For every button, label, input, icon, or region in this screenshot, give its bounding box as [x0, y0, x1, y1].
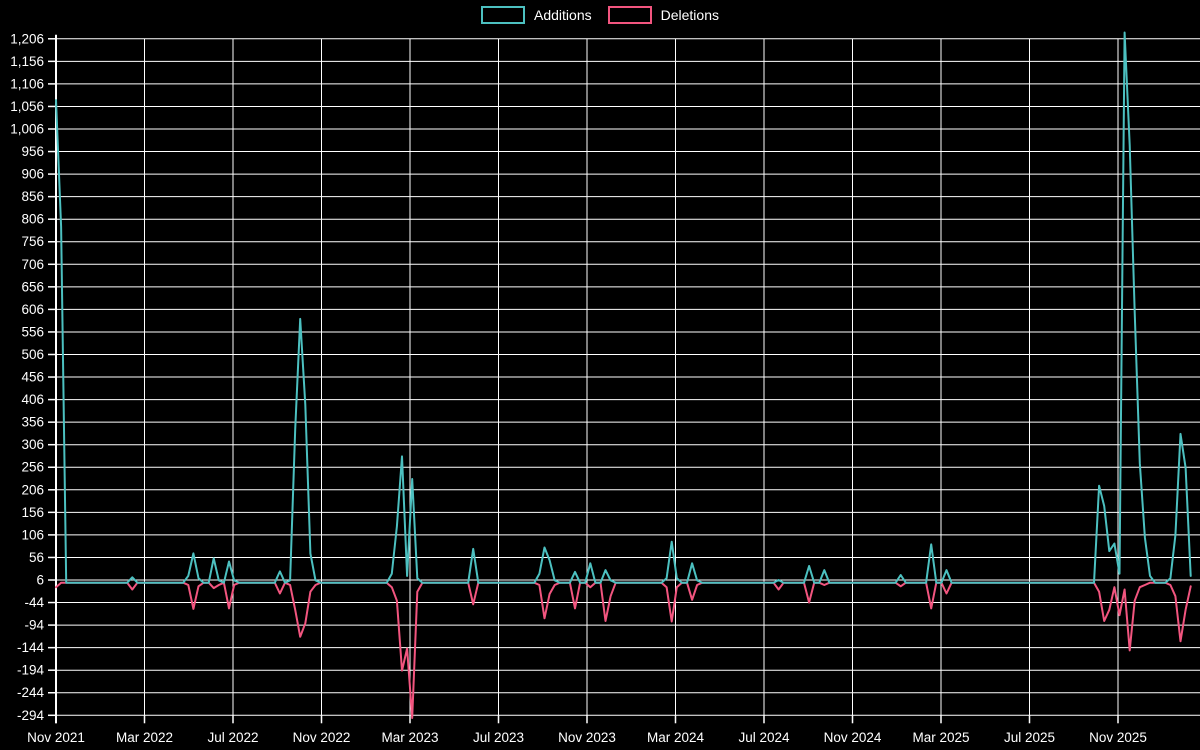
y-tick-label: 356 [21, 415, 44, 430]
x-tick-label: Mar 2024 [647, 730, 705, 745]
y-tick-label: -44 [24, 595, 44, 610]
deletions-swatch-icon [607, 6, 652, 24]
grid-and-axes: 1,206 1,156 1,106 1,056 1,006 956 906 856 806 756… [10, 31, 1200, 745]
chart-legend: Additions Deletions [0, 6, 1200, 24]
y-tick-label: 156 [21, 505, 44, 520]
x-axis-labels: Nov 2021 Mar 2022 Jul 2022 Nov 2022 Mar 2023… [27, 730, 1147, 745]
y-tick-label: -244 [17, 685, 45, 700]
y-tick-label: 56 [29, 550, 44, 565]
y-tick-label: 256 [21, 460, 44, 475]
x-tick-label: Jul 2023 [473, 730, 524, 745]
x-gridlines [55, 38, 1119, 724]
y-tick-label: 1,156 [10, 54, 44, 69]
y-tick-label: 1,006 [10, 121, 44, 136]
y-tick-label: 406 [21, 392, 44, 407]
x-tick-label: Nov 2023 [558, 730, 616, 745]
x-tick-label: Nov 2024 [824, 730, 882, 745]
legend-label-deletions: Deletions [660, 7, 719, 23]
y-tick-label: 206 [21, 482, 44, 497]
y-tick-label: 6 [36, 572, 44, 587]
y-gridlines [48, 38, 1200, 717]
y-tick-label: 506 [21, 347, 44, 362]
y-tick-label: 556 [21, 324, 44, 339]
legend-label-additions: Additions [534, 7, 592, 23]
y-tick-label: 1,106 [10, 76, 44, 91]
y-tick-label: 106 [21, 527, 44, 542]
x-tick-label: Nov 2025 [1089, 730, 1147, 745]
y-tick-label: 706 [21, 257, 44, 272]
y-tick-label: 1,206 [10, 31, 44, 46]
legend-item-deletions[interactable]: Deletions [607, 6, 719, 24]
x-tick-label: Mar 2023 [381, 730, 438, 745]
y-tick-label: 756 [21, 234, 44, 249]
x-tick-label: Jul 2022 [207, 730, 258, 745]
legend-item-additions[interactable]: Additions [481, 6, 592, 24]
y-tick-label: -294 [17, 708, 45, 723]
y-tick-label: 956 [21, 144, 44, 159]
y-tick-label: 856 [21, 189, 44, 204]
y-tick-label: 906 [21, 167, 44, 182]
y-tick-label: 456 [21, 370, 44, 385]
y-tick-label: -94 [24, 618, 44, 633]
x-tick-label: Jul 2024 [738, 730, 790, 745]
y-tick-label: 806 [21, 212, 44, 227]
x-tick-label: Nov 2021 [27, 730, 85, 745]
x-tick-label: Jul 2025 [1004, 730, 1055, 745]
x-tick-label: Mar 2025 [912, 730, 969, 745]
y-tick-label: 606 [21, 302, 44, 317]
additions-line [55, 31, 1192, 584]
x-tick-label: Nov 2022 [293, 730, 351, 745]
y-tick-label: -144 [17, 640, 45, 655]
y-tick-label: 1,056 [10, 99, 44, 114]
additions-swatch-icon [481, 6, 526, 24]
y-tick-label: 656 [21, 279, 44, 294]
y-axis-labels: 1,206 1,156 1,106 1,056 1,006 956 906 856 806 756… [10, 31, 44, 723]
y-tick-label: 306 [21, 437, 44, 452]
x-tick-label: Mar 2022 [116, 730, 173, 745]
y-tick-label: -194 [17, 663, 45, 678]
